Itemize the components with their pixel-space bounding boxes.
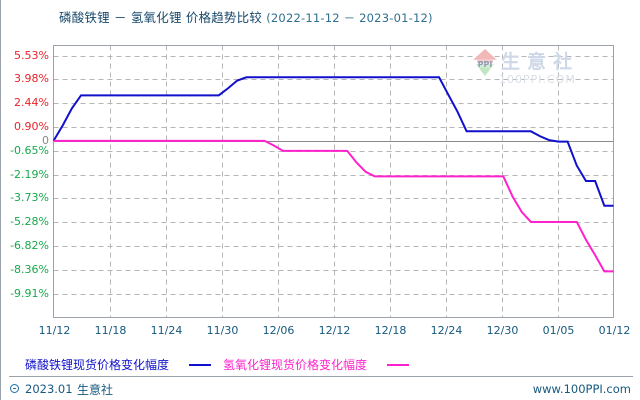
chart-title: 磷酸铁锂 － 氢氧化锂 价格趋势比较 (2022-11-12 － 2023-01…: [59, 7, 433, 26]
grid-layer: [53, 45, 614, 318]
series-layer: [52, 76, 614, 273]
legend-swatch-lifepo4: [189, 364, 211, 366]
plot-frame: [53, 45, 614, 318]
x-axis-tick-label: 11/18: [94, 323, 127, 337]
y-axis-tick-label: -9.91%: [10, 287, 49, 300]
x-axis-tick-label: 01/05: [542, 323, 575, 337]
series-line-lithium-hydroxide: [53, 139, 614, 273]
footer: 2023.01 生意社 www.100PPI.com: [1, 378, 640, 400]
y-axis-tick-label: -8.36%: [10, 263, 49, 276]
footer-date: 2023.01: [25, 382, 73, 396]
y-axis-tick-label: -5.28%: [10, 215, 49, 228]
y-axis-tick-label: -6.82%: [10, 239, 49, 252]
y-axis-tick-label: -2.19%: [10, 168, 49, 181]
x-axis-tick-label: 12/06: [262, 323, 295, 337]
chart-title-date-range: (2022-11-12 － 2023-01-12): [266, 11, 433, 25]
y-axis-tick-label: -0.65%: [10, 144, 49, 157]
x-axis-tick-label: 11/12: [38, 323, 71, 337]
x-axis-tick-label: 11/24: [150, 323, 183, 337]
y-axis-tick-label: 0.90%: [14, 120, 49, 133]
x-axis-tick-label: 12/30: [486, 323, 519, 337]
legend-swatch-lithium-hydroxide: [387, 364, 409, 366]
x-axis-tick-label: 11/30: [206, 323, 239, 337]
y-axis-tick-label: -3.73%: [10, 191, 49, 204]
y-axis-tick-label: 5.53%: [14, 49, 49, 62]
x-axis-tick-label: 12/18: [374, 323, 407, 337]
legend-item-lithium-hydroxide: 氢氧化锂现货价格变化幅度: [223, 358, 368, 372]
footer-brand: 生意社: [77, 383, 114, 397]
chart-title-main: 磷酸铁锂 － 氢氧化锂 价格趋势比较: [59, 10, 263, 25]
series-line-lifepo4: [52, 76, 614, 207]
footer-divider: [9, 376, 633, 377]
footer-url-link[interactable]: www.100PPI.com: [532, 382, 631, 396]
x-axis-tick-label: 12/24: [430, 323, 463, 337]
legend-item-lifepo4: 磷酸铁锂现货价格变化幅度: [25, 358, 170, 372]
legend: 磷酸铁锂现货价格变化幅度 氢氧化锂现货价格变化幅度: [1, 352, 640, 376]
y-axis-tick-label: 0: [42, 134, 49, 147]
x-axis-tick-label: 01/12: [598, 323, 631, 337]
x-axis-tick-label: 12/12: [318, 323, 351, 337]
y-axis-tick-label: 3.98%: [14, 72, 49, 85]
y-axis-tick-label: 2.44%: [14, 96, 49, 109]
copyright-icon: [10, 384, 19, 393]
